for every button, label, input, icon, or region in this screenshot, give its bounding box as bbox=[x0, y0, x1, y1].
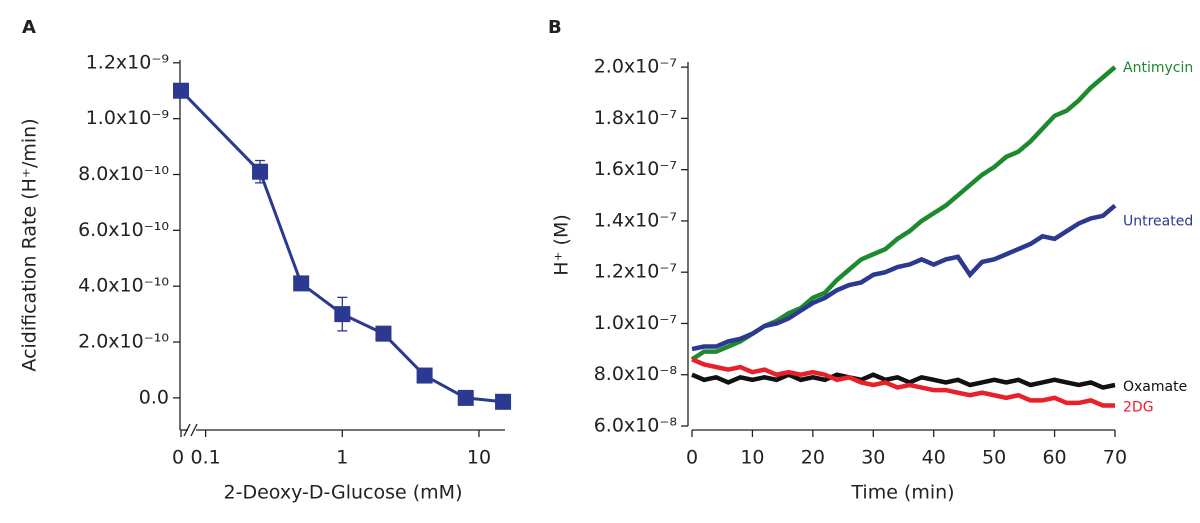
y-tick-label: 1.0x10⁻⁷ bbox=[594, 312, 677, 334]
y-tick-label: 8.0x10⁻¹⁰ bbox=[78, 163, 169, 185]
x-tick-label: 10 bbox=[740, 447, 764, 469]
data-point bbox=[495, 393, 512, 410]
y-tick-label: 1.2x10⁻⁷ bbox=[594, 261, 677, 283]
y-tick-label: 6.0x10⁻¹⁰ bbox=[78, 219, 169, 241]
series-label: 2DG bbox=[1123, 399, 1154, 415]
panel-label: B bbox=[548, 17, 562, 38]
series-line bbox=[690, 65, 1117, 362]
series-line bbox=[691, 372, 1116, 390]
series-label: Oxamate bbox=[1123, 379, 1187, 395]
series-line bbox=[179, 89, 504, 404]
series-label: Untreated bbox=[1123, 214, 1193, 230]
y-tick-label: 0.0 bbox=[139, 386, 169, 408]
y-tick-label: 2.0x10⁻¹⁰ bbox=[78, 331, 169, 353]
y-tick-label: 8.0x10⁻⁸ bbox=[594, 363, 677, 385]
x-tick-label: 20 bbox=[801, 447, 825, 469]
axis-break bbox=[183, 423, 191, 437]
x-tick-label: 60 bbox=[1042, 447, 1066, 469]
x-axis-title: Time (min) bbox=[850, 482, 954, 504]
y-tick-label: 1.4x10⁻⁷ bbox=[594, 209, 677, 231]
data-point bbox=[334, 306, 351, 323]
x-tick-label: 70 bbox=[1103, 447, 1127, 469]
x-tick-label: 1 bbox=[336, 447, 348, 469]
x-tick-label: 0.1 bbox=[191, 447, 221, 469]
y-axis-title: H⁺ (M) bbox=[551, 214, 573, 276]
data-point bbox=[293, 275, 310, 292]
x-axis-title: 2-Deoxy-D-Glucose (mM) bbox=[224, 482, 463, 504]
data-point bbox=[457, 389, 474, 406]
x-tick-label: 0 bbox=[172, 447, 184, 469]
x-tick-label: 40 bbox=[922, 447, 946, 469]
data-point bbox=[173, 82, 189, 99]
data-point bbox=[375, 325, 392, 342]
y-tick-label: 1.2x10⁻⁹ bbox=[86, 51, 169, 73]
series-label: Antimycin bbox=[1123, 60, 1193, 76]
data-point bbox=[252, 163, 269, 180]
y-axis-title: Acidification Rate (H⁺/min) bbox=[19, 118, 41, 371]
panel-label: A bbox=[22, 17, 36, 38]
x-tick-label: 30 bbox=[861, 447, 885, 469]
x-tick-label: 10 bbox=[467, 447, 491, 469]
series-line bbox=[691, 357, 1115, 408]
x-tick-label: 50 bbox=[982, 447, 1006, 469]
axis-break bbox=[190, 423, 198, 437]
data-point bbox=[416, 367, 433, 384]
y-tick-label: 4.0x10⁻¹⁰ bbox=[78, 275, 169, 297]
y-tick-label: 1.6x10⁻⁷ bbox=[594, 158, 677, 180]
y-tick-label: 2.0x10⁻⁷ bbox=[594, 56, 677, 78]
y-tick-label: 1.0x10⁻⁹ bbox=[86, 107, 169, 129]
y-tick-label: 1.8x10⁻⁷ bbox=[594, 107, 677, 129]
series-line bbox=[691, 203, 1117, 352]
y-tick-label: 6.0x10⁻⁸ bbox=[594, 415, 677, 437]
x-tick-label: 0 bbox=[686, 447, 698, 469]
